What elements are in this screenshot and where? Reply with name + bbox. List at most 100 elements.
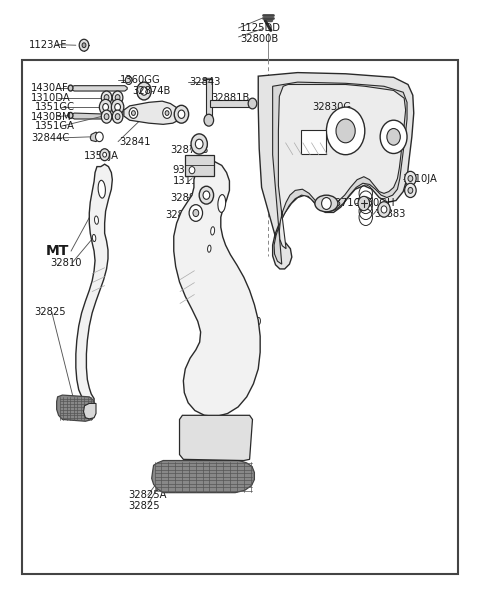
Circle shape xyxy=(387,129,400,145)
Circle shape xyxy=(115,114,120,120)
Circle shape xyxy=(112,110,123,123)
Text: 32881B: 32881B xyxy=(211,93,250,103)
Circle shape xyxy=(248,98,257,109)
Text: 32874B: 32874B xyxy=(132,86,170,96)
Text: 32800B: 32800B xyxy=(240,34,278,43)
Ellipse shape xyxy=(218,195,226,212)
Ellipse shape xyxy=(92,234,96,242)
Circle shape xyxy=(358,196,370,211)
Circle shape xyxy=(326,107,365,155)
Text: 32825: 32825 xyxy=(129,501,160,511)
Circle shape xyxy=(68,85,73,91)
Polygon shape xyxy=(258,73,414,269)
Polygon shape xyxy=(70,86,127,91)
Circle shape xyxy=(405,171,416,186)
Circle shape xyxy=(101,91,112,104)
Circle shape xyxy=(408,176,413,181)
Ellipse shape xyxy=(315,195,338,212)
Polygon shape xyxy=(57,395,95,421)
Circle shape xyxy=(203,191,210,199)
Bar xyxy=(185,155,214,176)
Circle shape xyxy=(111,99,124,115)
Text: 32810: 32810 xyxy=(50,258,82,268)
Bar xyxy=(22,60,458,574)
Circle shape xyxy=(408,187,413,193)
Text: 93810A: 93810A xyxy=(173,165,211,175)
Circle shape xyxy=(103,152,107,157)
Circle shape xyxy=(189,167,195,174)
Circle shape xyxy=(103,104,108,111)
Text: 32883: 32883 xyxy=(170,193,202,202)
Circle shape xyxy=(204,114,214,126)
Text: 32843: 32843 xyxy=(190,77,221,87)
Circle shape xyxy=(378,202,390,217)
Text: MT: MT xyxy=(46,244,69,258)
Text: 1351GC: 1351GC xyxy=(35,102,74,112)
Polygon shape xyxy=(124,101,181,124)
Circle shape xyxy=(82,43,86,48)
Text: 32876A: 32876A xyxy=(166,211,204,220)
Circle shape xyxy=(125,76,132,84)
Text: 32825: 32825 xyxy=(35,308,66,317)
Circle shape xyxy=(405,183,416,198)
Text: 1430AF: 1430AF xyxy=(31,83,69,93)
Polygon shape xyxy=(174,161,260,416)
Polygon shape xyxy=(70,113,122,119)
Ellipse shape xyxy=(211,227,215,235)
Ellipse shape xyxy=(207,245,211,252)
Circle shape xyxy=(99,99,112,115)
Circle shape xyxy=(137,82,151,100)
Circle shape xyxy=(112,91,123,104)
Circle shape xyxy=(174,105,189,123)
Text: 32841: 32841 xyxy=(119,137,151,146)
Circle shape xyxy=(195,139,203,149)
Circle shape xyxy=(191,134,207,154)
Polygon shape xyxy=(180,415,252,461)
Bar xyxy=(206,79,212,119)
Polygon shape xyxy=(90,132,98,142)
Text: 1311FA: 1311FA xyxy=(173,177,210,186)
Circle shape xyxy=(336,119,355,143)
Text: 32874B: 32874B xyxy=(170,145,209,155)
Circle shape xyxy=(79,39,89,51)
Circle shape xyxy=(104,114,109,120)
Circle shape xyxy=(163,108,171,118)
Bar xyxy=(210,100,251,107)
Circle shape xyxy=(322,198,331,209)
Circle shape xyxy=(100,149,109,161)
Circle shape xyxy=(141,87,147,95)
Ellipse shape xyxy=(98,180,106,198)
Text: 1360GH: 1360GH xyxy=(355,199,396,208)
Polygon shape xyxy=(152,461,254,493)
Polygon shape xyxy=(76,164,112,406)
Bar xyxy=(301,130,326,154)
Text: 1310JA: 1310JA xyxy=(403,174,438,183)
Ellipse shape xyxy=(95,216,98,224)
Polygon shape xyxy=(84,403,96,419)
Circle shape xyxy=(101,110,112,123)
Circle shape xyxy=(199,186,214,204)
Polygon shape xyxy=(273,82,407,264)
Text: 1123AE: 1123AE xyxy=(29,40,67,49)
Text: 1430BM: 1430BM xyxy=(31,112,72,121)
Circle shape xyxy=(104,95,109,101)
Text: 32810: 32810 xyxy=(230,318,262,327)
Circle shape xyxy=(165,111,169,115)
Text: 1360GG: 1360GG xyxy=(120,76,161,85)
Text: 1125DD: 1125DD xyxy=(240,23,281,33)
Polygon shape xyxy=(278,84,406,249)
Circle shape xyxy=(189,205,203,221)
Text: 1351JA: 1351JA xyxy=(84,151,119,161)
Circle shape xyxy=(129,108,138,118)
Circle shape xyxy=(381,206,387,213)
Text: 32830G: 32830G xyxy=(312,102,351,112)
Text: 32871C: 32871C xyxy=(323,199,361,208)
Circle shape xyxy=(115,104,120,111)
Circle shape xyxy=(96,132,103,142)
Text: 32844C: 32844C xyxy=(31,133,70,143)
Circle shape xyxy=(178,110,185,118)
Circle shape xyxy=(380,120,407,154)
Circle shape xyxy=(115,95,120,101)
Circle shape xyxy=(132,111,135,115)
Text: 1310DA: 1310DA xyxy=(31,93,71,102)
